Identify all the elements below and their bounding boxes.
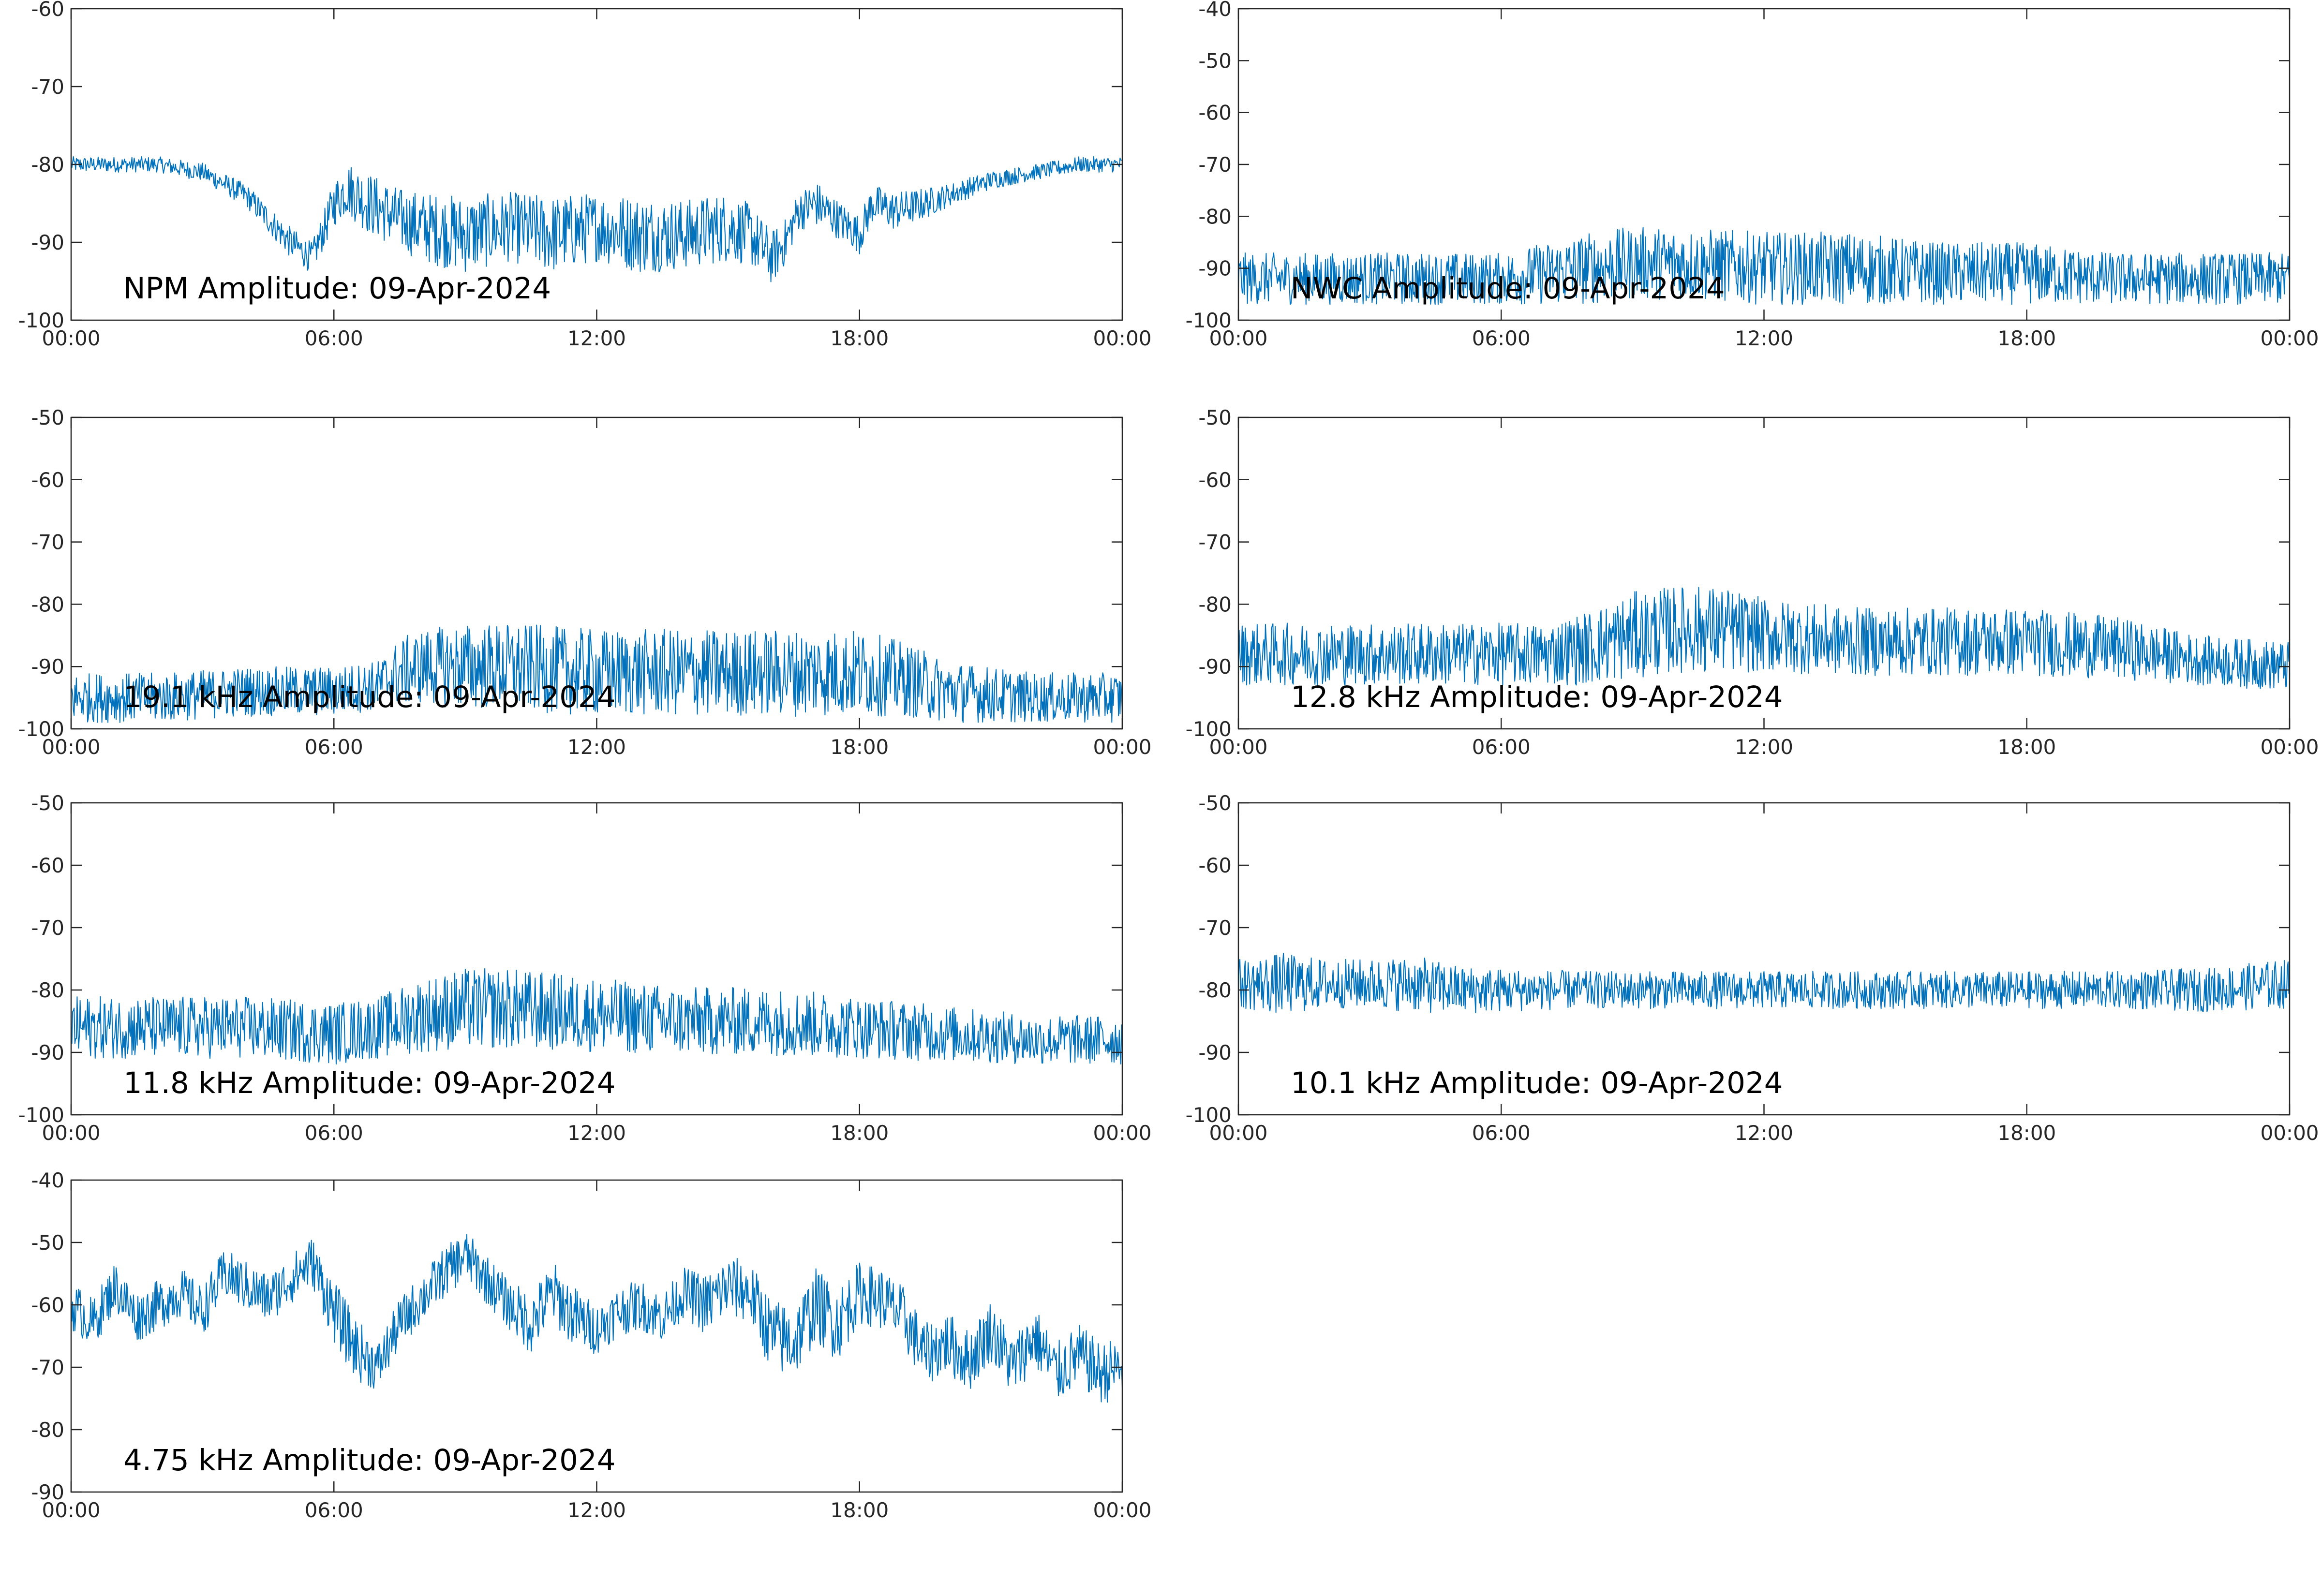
x-tick-label: 00:00 bbox=[42, 326, 100, 350]
x-tick-label: 12:00 bbox=[567, 735, 626, 759]
series-line-6 bbox=[1238, 953, 2290, 1014]
x-tick-label: 12:00 bbox=[567, 326, 626, 350]
y-tick-label: -80 bbox=[31, 592, 64, 616]
y-tick-label: -80 bbox=[1198, 592, 1232, 616]
x-tick-label: 12:00 bbox=[1735, 326, 1793, 350]
chart-title: NPM Amplitude: 09-Apr-2024 bbox=[123, 271, 551, 306]
series-line-5 bbox=[71, 968, 1122, 1065]
chart-title: 4.75 kHz Amplitude: 09-Apr-2024 bbox=[123, 1443, 616, 1478]
y-tick-label: -100 bbox=[1186, 1103, 1232, 1127]
y-tick-label: -70 bbox=[31, 916, 64, 940]
x-tick-label: 00:00 bbox=[1093, 1498, 1151, 1522]
x-tick-label: 06:00 bbox=[1472, 1121, 1531, 1145]
series-line-4 bbox=[1238, 587, 2290, 689]
x-tick-label: 18:00 bbox=[830, 326, 889, 350]
chart-title: NWC Amplitude: 09-Apr-2024 bbox=[1291, 271, 1725, 306]
x-tick-label: 06:00 bbox=[1472, 326, 1531, 350]
y-tick-label: -90 bbox=[31, 231, 64, 254]
x-tick-label: 06:00 bbox=[1472, 735, 1531, 759]
y-tick-label: -80 bbox=[31, 1418, 64, 1442]
x-tick-label: 18:00 bbox=[830, 1498, 889, 1522]
y-tick-label: -90 bbox=[1198, 257, 1232, 281]
x-tick-label: 12:00 bbox=[1735, 1121, 1793, 1145]
series-line-3 bbox=[71, 624, 1122, 723]
y-tick-label: -50 bbox=[31, 406, 64, 429]
y-tick-label: -70 bbox=[1198, 531, 1232, 554]
y-tick-label: -50 bbox=[1198, 49, 1232, 73]
y-tick-label: -50 bbox=[31, 791, 64, 815]
chart-title: 11.8 kHz Amplitude: 09-Apr-2024 bbox=[123, 1066, 616, 1100]
y-tick-label: -80 bbox=[31, 978, 64, 1002]
chart-panel-3: 00:00 06:00 12:00 18:00 00:00 -50 -60 -70 -80 -90… bbox=[18, 406, 1152, 759]
y-tick-label: -70 bbox=[31, 75, 64, 99]
y-tick-label: -90 bbox=[31, 1041, 64, 1064]
chart-panel-7: 00:00 06:00 12:00 18:00 00:00 -40 -50 -60 -70 -80… bbox=[31, 1168, 1151, 1522]
y-tick-label: -90 bbox=[31, 1480, 64, 1504]
y-tick-label: -60 bbox=[1198, 101, 1232, 125]
y-tick-label: -90 bbox=[1198, 655, 1232, 679]
chart-panel-6: 00:00 06:00 12:00 18:00 00:00 -50 -60 -70 -80 -90… bbox=[1186, 791, 2319, 1145]
x-tick-label: 00:00 bbox=[2260, 735, 2319, 759]
chart-panel-5: 00:00 06:00 12:00 18:00 00:00 -50 -60 -70 -80 -90… bbox=[18, 791, 1152, 1145]
x-tick-label: 00:00 bbox=[2260, 1121, 2319, 1145]
y-tick-label: -50 bbox=[1198, 406, 1232, 429]
series-line-1 bbox=[71, 156, 1122, 282]
series-line-2 bbox=[1238, 227, 2290, 305]
x-tick-label: 06:00 bbox=[305, 1498, 363, 1522]
x-tick-label: 18:00 bbox=[830, 1121, 889, 1145]
chart-panel-2: 00:00 06:00 12:00 18:00 00:00 -40 -50 -60 -70 -80… bbox=[1186, 0, 2319, 350]
y-tick-label: -40 bbox=[1198, 0, 1232, 21]
x-tick-label: 06:00 bbox=[305, 1121, 363, 1145]
y-tick-label: -100 bbox=[1186, 717, 1232, 741]
x-tick-label: 00:00 bbox=[1209, 326, 1267, 350]
y-tick-label: -90 bbox=[1198, 1041, 1232, 1064]
chart-panel-1: 00:00 06:00 12:00 18:00 00:00 -60 -70 -80 -90 -10… bbox=[18, 0, 1152, 350]
x-tick-label: 00:00 bbox=[42, 735, 100, 759]
y-tick-label: -60 bbox=[31, 0, 64, 21]
x-tick-label: 00:00 bbox=[1093, 1121, 1151, 1145]
y-tick-label: -50 bbox=[31, 1231, 64, 1255]
y-tick-label: -70 bbox=[1198, 916, 1232, 940]
y-tick-label: -80 bbox=[1198, 978, 1232, 1002]
x-tick-label: 00:00 bbox=[1093, 735, 1151, 759]
chart-title: 12.8 kHz Amplitude: 09-Apr-2024 bbox=[1291, 680, 1783, 714]
y-tick-label: -70 bbox=[31, 531, 64, 554]
chart-title: 19.1 kHz Amplitude: 09-Apr-2024 bbox=[123, 680, 616, 714]
chart-title: 10.1 kHz Amplitude: 09-Apr-2024 bbox=[1291, 1066, 1783, 1100]
y-tick-label: -60 bbox=[1198, 468, 1232, 492]
x-tick-label: 06:00 bbox=[305, 326, 363, 350]
y-tick-label: -40 bbox=[31, 1168, 64, 1192]
y-tick-label: -50 bbox=[1198, 791, 1232, 815]
y-tick-label: -90 bbox=[31, 655, 64, 679]
series-line-7 bbox=[71, 1234, 1122, 1403]
x-tick-label: 18:00 bbox=[1997, 326, 2056, 350]
x-tick-label: 06:00 bbox=[305, 735, 363, 759]
chart-panel-4: 00:00 06:00 12:00 18:00 00:00 -50 -60 -70 -80 -90… bbox=[1186, 406, 2319, 759]
x-tick-label: 18:00 bbox=[1997, 1121, 2056, 1145]
x-tick-label: 00:00 bbox=[1209, 735, 1267, 759]
y-tick-label: -60 bbox=[31, 854, 64, 877]
x-tick-label: 00:00 bbox=[2260, 326, 2319, 350]
y-tick-label: -100 bbox=[18, 309, 64, 332]
y-tick-label: -60 bbox=[1198, 854, 1232, 877]
x-tick-label: 12:00 bbox=[567, 1121, 626, 1145]
y-tick-label: -60 bbox=[31, 468, 64, 492]
y-tick-label: -80 bbox=[1198, 205, 1232, 228]
x-tick-label: 18:00 bbox=[830, 735, 889, 759]
x-tick-label: 12:00 bbox=[1735, 735, 1793, 759]
y-tick-label: -80 bbox=[31, 153, 64, 177]
y-tick-label: -100 bbox=[1186, 309, 1232, 332]
x-tick-label: 12:00 bbox=[567, 1498, 626, 1522]
y-tick-label: -70 bbox=[31, 1356, 64, 1379]
x-tick-label: 00:00 bbox=[1209, 1121, 1267, 1145]
y-tick-label: -70 bbox=[1198, 153, 1232, 177]
x-tick-label: 00:00 bbox=[42, 1498, 100, 1522]
x-tick-label: 18:00 bbox=[1997, 735, 2056, 759]
x-tick-label: 00:00 bbox=[1093, 326, 1151, 350]
x-tick-label: 00:00 bbox=[42, 1121, 100, 1145]
y-tick-label: -100 bbox=[18, 717, 64, 741]
y-tick-label: -100 bbox=[18, 1103, 64, 1127]
y-tick-label: -60 bbox=[31, 1293, 64, 1317]
